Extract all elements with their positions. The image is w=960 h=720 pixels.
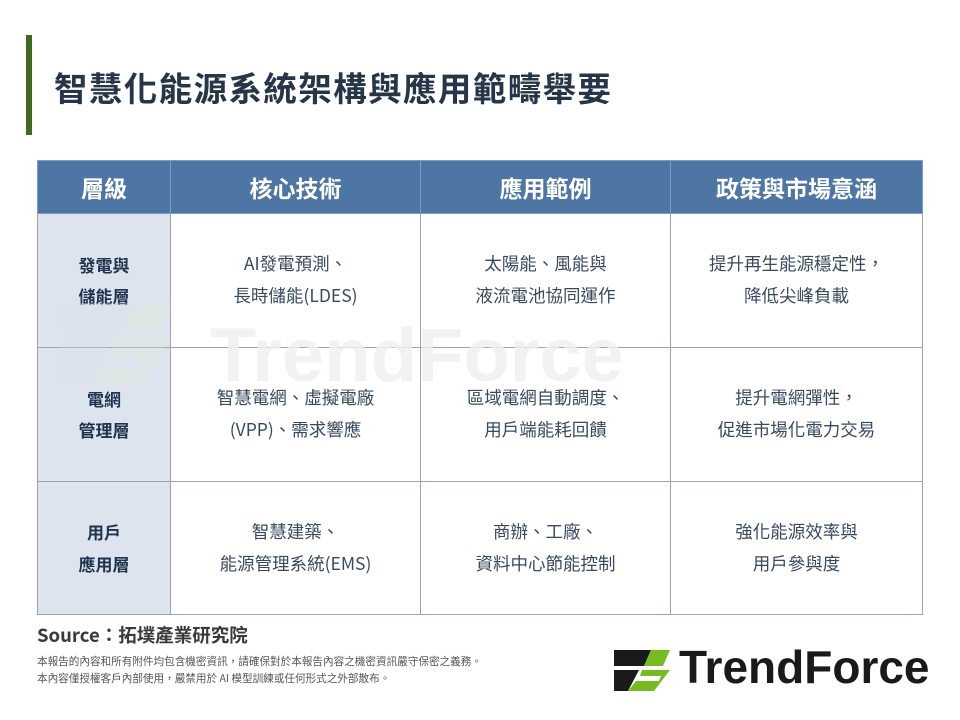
- svg-text:TrendForce: TrendForce: [679, 641, 930, 693]
